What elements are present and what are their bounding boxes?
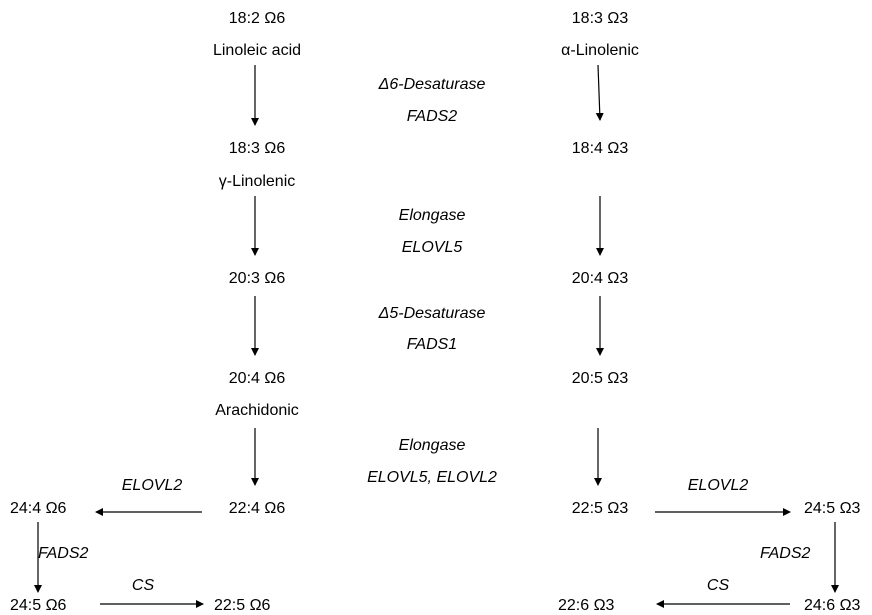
elongase-label-1: Elongase bbox=[398, 207, 466, 224]
arachidonic-formula: 20:4 Ω6 bbox=[228, 370, 286, 387]
arrow-ala-to-sda bbox=[595, 64, 604, 121]
stearidonic-formula: 18:4 Ω3 bbox=[571, 140, 629, 157]
elovl5-gene-label: ELOVL5 bbox=[401, 239, 463, 256]
gamma-linolenic-name: γ-Linolenic bbox=[218, 173, 296, 190]
dha-formula: 22:6 Ω3 bbox=[558, 597, 615, 614]
dpa-omega3-formula: 22:5 Ω3 bbox=[571, 500, 629, 517]
c24-4-omega6-formula: 24:4 Ω6 bbox=[10, 500, 67, 517]
elongase-label-2: Elongase bbox=[398, 437, 466, 454]
arachidonic-name: Arachidonic bbox=[215, 402, 299, 419]
elovl5-elovl2-gene-label: ELOVL5, ELOVL2 bbox=[367, 469, 497, 486]
alpha-linolenic-formula: 18:3 Ω3 bbox=[571, 10, 629, 27]
epa-formula: 20:5 Ω3 bbox=[571, 370, 629, 387]
left-fads2-label: FADS2 bbox=[38, 545, 89, 562]
left-cs-label: CS bbox=[131, 577, 155, 594]
c24-6-omega3-formula: 24:6 Ω3 bbox=[804, 597, 861, 614]
delta6-desaturase-label: Δ6-Desaturase bbox=[378, 76, 486, 93]
dgla-formula: 20:3 Ω6 bbox=[228, 270, 286, 287]
gamma-linolenic-formula: 18:3 Ω6 bbox=[228, 140, 286, 157]
fads1-gene-label: FADS1 bbox=[406, 336, 458, 353]
c24-5-omega6-formula: 24:5 Ω6 bbox=[10, 597, 67, 614]
linoleic-acid-formula: 18:2 Ω6 bbox=[228, 10, 286, 27]
right-fads2-label: FADS2 bbox=[760, 545, 811, 562]
delta5-desaturase-label: Δ5-Desaturase bbox=[378, 305, 486, 322]
c24-5-omega3-formula: 24:5 Ω3 bbox=[804, 500, 861, 517]
left-elovl2-label: ELOVL2 bbox=[121, 477, 183, 494]
adrenic-formula: 22:4 Ω6 bbox=[228, 500, 286, 517]
alpha-linolenic-name: α-Linolenic bbox=[561, 42, 639, 59]
dpa-omega6-formula: 22:5 Ω6 bbox=[214, 597, 271, 614]
fads2-gene-label: FADS2 bbox=[406, 108, 458, 125]
linoleic-acid-name: Linoleic acid bbox=[212, 42, 302, 59]
right-elovl2-label: ELOVL2 bbox=[687, 477, 749, 494]
eta-formula: 20:4 Ω3 bbox=[571, 270, 629, 287]
right-cs-label: CS bbox=[706, 577, 730, 594]
